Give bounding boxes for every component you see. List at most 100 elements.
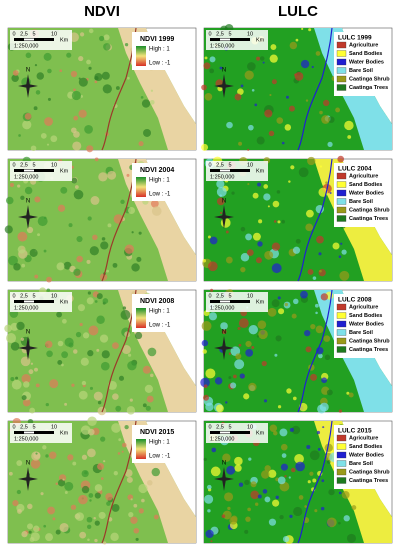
texture [47, 506, 56, 515]
scale-ratio: 1:250,000 [14, 174, 38, 180]
texture [20, 356, 31, 367]
texture [112, 393, 119, 400]
texture [343, 515, 350, 522]
texture [338, 491, 342, 495]
texture [16, 321, 25, 331]
texture [113, 471, 118, 476]
texture [204, 494, 214, 504]
scale-bar-white [24, 431, 34, 434]
texture [228, 352, 232, 355]
texture [211, 447, 217, 453]
texture [255, 257, 262, 264]
scale-ratio: 1:250,000 [14, 305, 38, 311]
texture [214, 377, 223, 385]
legend-label: Bare Soil [349, 330, 373, 336]
texture [98, 511, 106, 519]
scale-tick: 10 [51, 293, 57, 299]
texture [228, 376, 232, 380]
texture [22, 120, 32, 130]
scale-tick: 10 [247, 293, 253, 299]
legend-high: High : 1 [149, 47, 170, 53]
texture [298, 495, 304, 500]
legend-swatch [336, 198, 347, 205]
north-label: N [26, 461, 30, 467]
texture [101, 350, 110, 359]
texture [107, 223, 112, 228]
texture [138, 141, 144, 147]
texture [309, 450, 320, 461]
legend-swatch [336, 58, 347, 66]
texture [257, 182, 262, 187]
texture [151, 206, 162, 216]
texture [207, 235, 211, 239]
texture [276, 117, 284, 124]
texture [278, 308, 285, 315]
texture [37, 233, 41, 237]
texture [225, 401, 228, 404]
texture [263, 399, 268, 403]
texture [124, 43, 129, 47]
texture [89, 499, 92, 502]
legend-gradient [136, 439, 146, 459]
texture [277, 405, 282, 409]
texture [328, 488, 335, 496]
texture [323, 99, 330, 107]
texture [29, 407, 36, 414]
texture [92, 234, 98, 241]
texture [98, 172, 108, 182]
texture [70, 504, 77, 510]
texture [321, 115, 330, 124]
river [297, 27, 333, 151]
scale-ratio: 1:250,000 [210, 174, 234, 180]
texture [29, 536, 35, 542]
texture [292, 246, 301, 254]
texture [271, 263, 282, 274]
texture [12, 499, 19, 507]
texture [320, 506, 325, 511]
scale-bar-white [24, 300, 34, 303]
legend-label: Agriculture [349, 42, 378, 48]
texture [209, 68, 215, 74]
texture [73, 349, 78, 354]
texture [289, 427, 294, 432]
texture [89, 246, 99, 256]
texture [93, 391, 103, 401]
texture [131, 263, 140, 272]
river [297, 158, 333, 282]
texture [305, 209, 314, 218]
texture [103, 541, 107, 545]
texture [122, 306, 127, 310]
texture [284, 302, 289, 307]
texture [5, 196, 14, 205]
river [297, 289, 333, 413]
legend-swatch [336, 75, 347, 83]
texture [121, 345, 131, 355]
legend-swatch [336, 189, 347, 197]
texture [282, 536, 290, 543]
texture [314, 509, 318, 513]
texture [70, 70, 78, 78]
scale-tick: 10 [247, 424, 253, 430]
texture [101, 71, 110, 80]
texture [277, 220, 281, 224]
legend-label: Caatinga Shrub [349, 338, 390, 344]
texture [276, 190, 281, 194]
texture [146, 395, 154, 403]
texture [305, 99, 309, 102]
texture [21, 263, 26, 268]
texture [50, 135, 58, 143]
texture [319, 269, 322, 273]
texture [220, 211, 223, 215]
texture [332, 242, 340, 250]
legend-label: Sand Bodies [349, 182, 382, 188]
texture [96, 348, 100, 352]
texture [134, 331, 143, 340]
texture [106, 501, 111, 506]
texture [234, 464, 242, 472]
legend-swatch [336, 477, 347, 484]
texture [15, 376, 19, 380]
scale-tick: 2,5 [216, 162, 224, 168]
legend-low: Low : -1 [149, 454, 171, 460]
